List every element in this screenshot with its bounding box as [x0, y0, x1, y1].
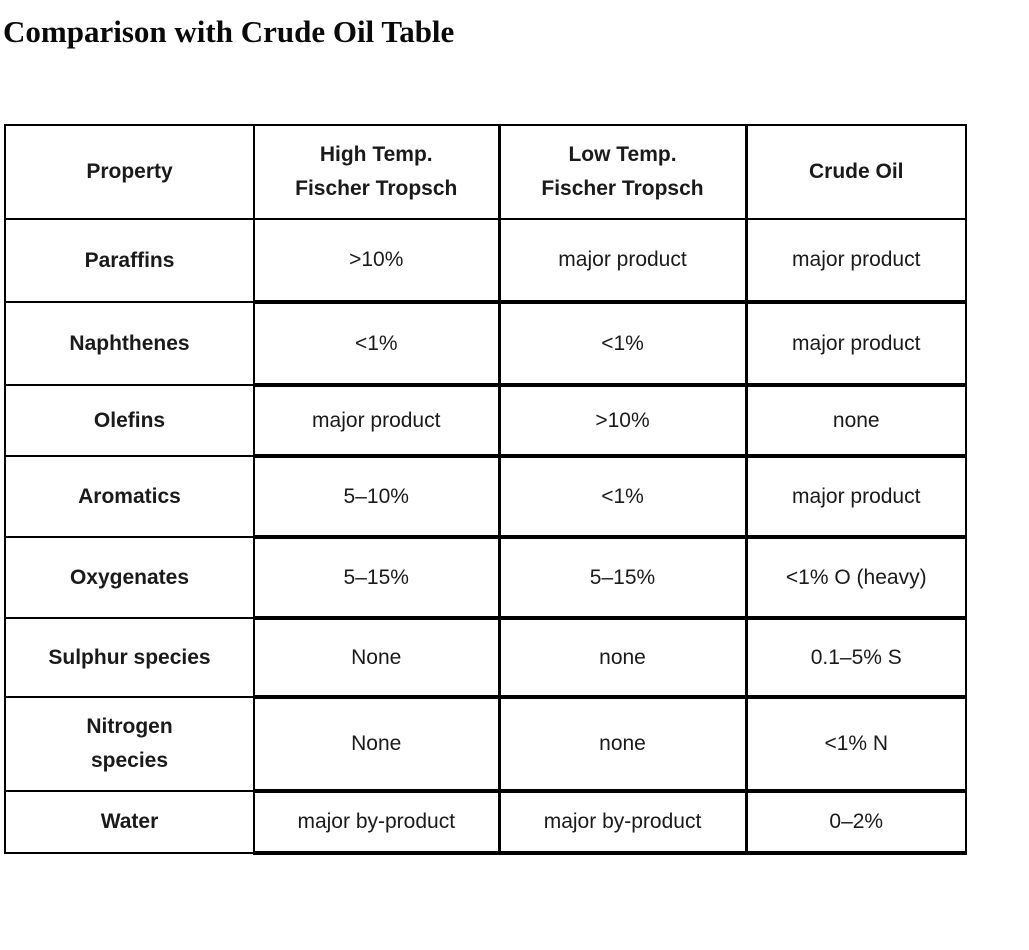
value-cell-ltft: none — [497, 617, 747, 699]
table-row-aromatics: Aromatics 5–10% <1% major product — [4, 455, 967, 539]
table-row-naphthenes: Naphthenes <1% <1% major product — [4, 301, 967, 387]
value-cell-ltft: <1% — [497, 301, 747, 387]
property-cell: Naphthenes — [4, 301, 255, 386]
property-cell: Olefins — [4, 384, 255, 457]
table-row-water: Water major by-product major by-product … — [4, 790, 967, 855]
property-cell: Nitrogen species — [4, 696, 255, 792]
property-cell: Aromatics — [4, 455, 255, 538]
value-cell-ltft: 5–15% — [497, 536, 747, 620]
value-cell-htft: major by-product — [253, 790, 500, 855]
property-cell: Water — [4, 790, 255, 854]
value-cell-crude: <1% N — [744, 696, 967, 793]
value-cell-htft: 5–15% — [253, 536, 500, 620]
comparison-table: Property High Temp. Fischer Tropsch Low … — [4, 124, 967, 855]
header-row: Property High Temp. Fischer Tropsch Low … — [4, 124, 967, 220]
value-cell-crude: 0.1–5% S — [744, 617, 967, 699]
value-cell-crude: <1% O (heavy) — [744, 536, 967, 620]
value-cell-crude: major product — [744, 301, 967, 387]
header-high-temp-fischer-tropsch: High Temp. Fischer Tropsch — [253, 124, 500, 220]
value-cell-ltft: >10% — [497, 384, 747, 458]
value-cell-ltft: major product — [497, 218, 747, 304]
value-cell-htft: <1% — [253, 301, 500, 387]
value-cell-crude: major product — [744, 218, 967, 304]
table-row-paraffins: Paraffins >10% major product major produ… — [4, 218, 967, 304]
value-cell-htft: None — [253, 617, 500, 699]
header-property: Property — [4, 124, 255, 220]
value-cell-htft: 5–10% — [253, 455, 500, 539]
value-cell-htft: >10% — [253, 218, 500, 304]
property-cell: Paraffins — [4, 218, 255, 303]
property-cell: Oxygenates — [4, 536, 255, 619]
value-cell-htft: None — [253, 696, 500, 793]
value-cell-ltft: major by-product — [497, 790, 747, 855]
table-row-sulphur-species: Sulphur species None none 0.1–5% S — [4, 617, 967, 699]
header-low-temp-fischer-tropsch: Low Temp. Fischer Tropsch — [497, 124, 747, 220]
table-row-olefins: Olefins major product >10% none — [4, 384, 967, 458]
property-cell: Sulphur species — [4, 617, 255, 698]
value-cell-crude: none — [744, 384, 967, 458]
page-title: Comparison with Crude Oil Table — [3, 14, 455, 49]
table-row-nitrogen-species: Nitrogen species None none <1% N — [4, 696, 967, 793]
value-cell-crude: 0–2% — [744, 790, 967, 855]
value-cell-ltft: <1% — [497, 455, 747, 539]
table-row-oxygenates: Oxygenates 5–15% 5–15% <1% O (heavy) — [4, 536, 967, 620]
table-header: Property High Temp. Fischer Tropsch Low … — [4, 124, 967, 220]
table-body: Paraffins >10% major product major produ… — [4, 218, 967, 855]
value-cell-htft: major product — [253, 384, 500, 458]
value-cell-crude: major product — [744, 455, 967, 539]
header-crude-oil: Crude Oil — [744, 124, 967, 220]
value-cell-ltft: none — [497, 696, 747, 793]
